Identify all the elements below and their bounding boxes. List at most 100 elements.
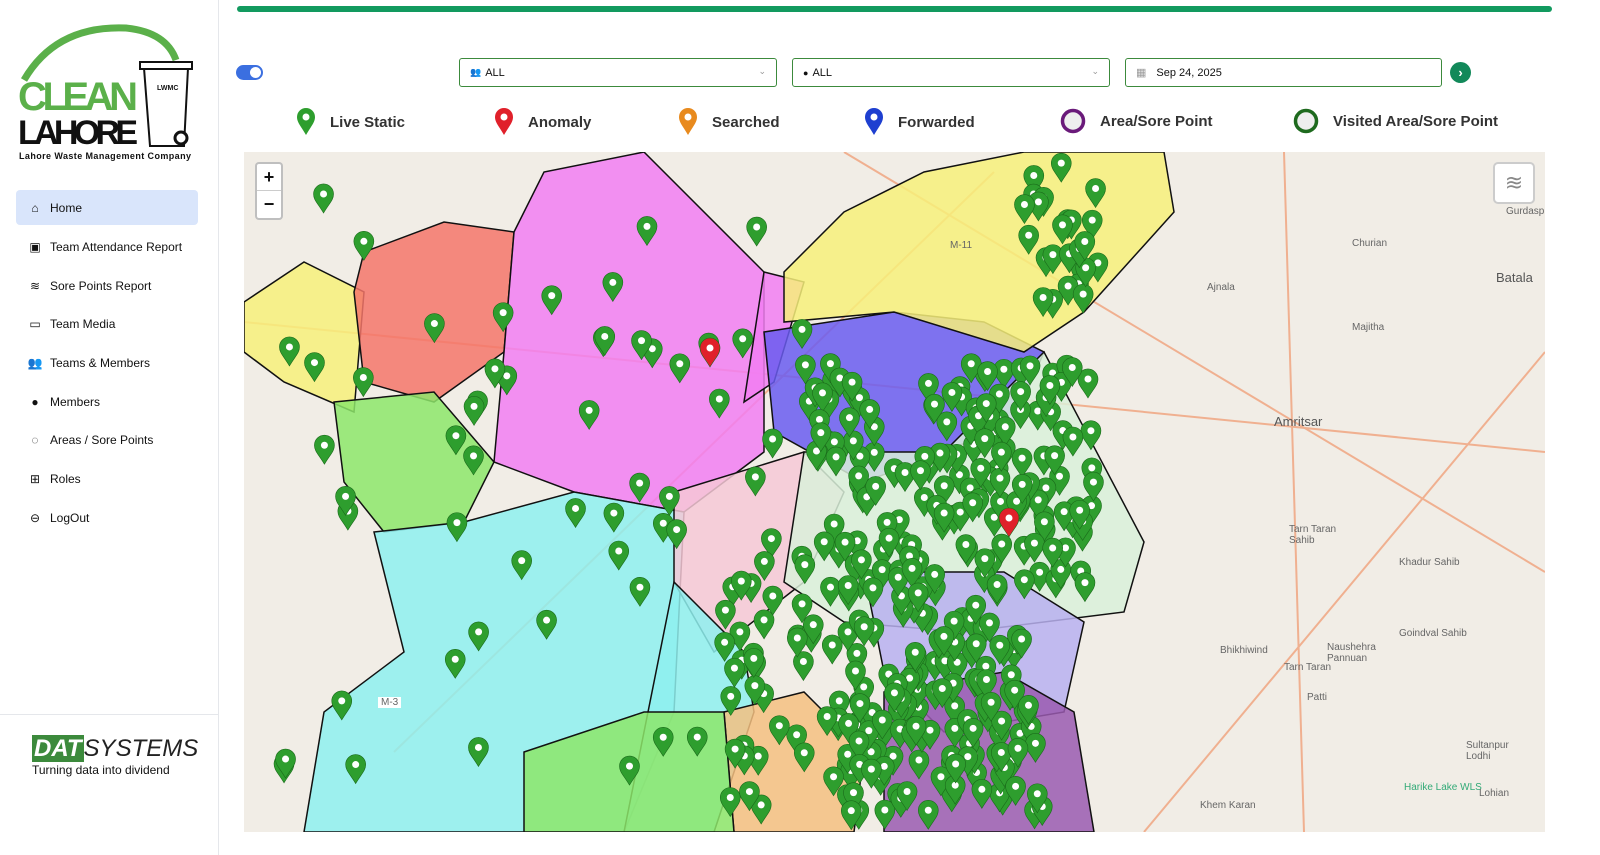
live-static-pin[interactable]	[945, 753, 966, 784]
live-static-pin[interactable]	[882, 745, 904, 776]
live-static-pin[interactable]	[878, 527, 900, 558]
live-static-pin[interactable]	[908, 749, 930, 780]
live-static-pin[interactable]	[936, 411, 958, 442]
live-static-pin[interactable]	[446, 512, 468, 543]
live-static-pin[interactable]	[1014, 194, 1035, 225]
map[interactable]: + − ≋ Amritsar Ajnala Majitha Churian Ba…	[244, 152, 1545, 832]
live-static-pin[interactable]	[730, 570, 752, 601]
live-static-pin[interactable]	[444, 648, 466, 679]
live-static-pin[interactable]	[1042, 537, 1063, 568]
sidebar-item-roles[interactable]: ⊞ Roles	[16, 461, 198, 496]
live-static-pin[interactable]	[1023, 165, 1045, 196]
live-static-pin[interactable]	[1044, 445, 1065, 476]
live-static-pin[interactable]	[275, 748, 296, 779]
live-static-pin[interactable]	[976, 669, 997, 700]
live-static-pin[interactable]	[823, 513, 845, 544]
live-static-pin[interactable]	[899, 667, 920, 698]
live-static-pin[interactable]	[840, 800, 862, 831]
live-static-pin[interactable]	[874, 799, 896, 830]
live-static-pin[interactable]	[955, 534, 977, 565]
live-static-pin[interactable]	[974, 428, 996, 459]
live-static-pin[interactable]	[468, 621, 489, 652]
live-static-pin[interactable]	[905, 715, 927, 746]
live-static-pin[interactable]	[719, 787, 741, 818]
live-static-pin[interactable]	[933, 502, 955, 533]
live-static-pin[interactable]	[761, 528, 782, 559]
live-static-pin[interactable]	[753, 609, 775, 640]
live-static-pin[interactable]	[1032, 287, 1054, 318]
live-static-pin[interactable]	[669, 353, 691, 384]
layers-button[interactable]: ≋	[1493, 162, 1535, 204]
live-static-pin[interactable]	[353, 367, 374, 398]
live-static-pin[interactable]	[849, 693, 871, 724]
date-picker[interactable]: ▦ Sep 24, 2025	[1125, 58, 1442, 87]
live-static-pin[interactable]	[1039, 375, 1061, 406]
live-static-pin[interactable]	[828, 690, 850, 721]
live-static-pin[interactable]	[991, 533, 1013, 564]
live-static-pin[interactable]	[762, 428, 783, 459]
live-static-pin[interactable]	[484, 358, 506, 389]
live-static-pin[interactable]	[791, 593, 813, 624]
live-static-pin[interactable]	[1061, 357, 1083, 388]
live-static-pin[interactable]	[1052, 214, 1073, 245]
live-static-pin[interactable]	[636, 216, 658, 246]
live-static-pin[interactable]	[1024, 532, 1045, 563]
live-static-pin[interactable]	[980, 691, 1002, 722]
live-static-pin[interactable]	[965, 594, 987, 625]
live-toggle[interactable]	[236, 65, 263, 80]
live-static-pin[interactable]	[994, 416, 1016, 447]
live-static-pin[interactable]	[986, 574, 1008, 605]
live-static-pin[interactable]	[896, 781, 918, 812]
live-static-pin[interactable]	[1069, 499, 1090, 530]
live-static-pin[interactable]	[841, 371, 863, 402]
live-static-pin[interactable]	[846, 643, 868, 673]
live-static-pin[interactable]	[837, 575, 859, 606]
live-static-pin[interactable]	[884, 682, 905, 713]
live-static-pin[interactable]	[837, 743, 858, 774]
sidebar-item-logout[interactable]: ⊖ LogOut	[16, 500, 198, 535]
live-static-pin[interactable]	[511, 550, 532, 581]
live-static-pin[interactable]	[839, 407, 860, 438]
live-static-pin[interactable]	[1062, 426, 1084, 457]
live-static-pin[interactable]	[659, 486, 680, 516]
live-static-pin[interactable]	[974, 548, 996, 579]
live-static-pin[interactable]	[933, 626, 955, 657]
live-static-pin[interactable]	[979, 612, 1000, 643]
sidebar-item-team-attendance-report[interactable]: ▣ Team Attendance Report	[16, 229, 198, 264]
live-static-pin[interactable]	[739, 781, 760, 812]
member-select[interactable]: ● ALL ⌄	[792, 58, 1110, 87]
live-static-pin[interactable]	[1083, 471, 1104, 502]
live-static-pin[interactable]	[787, 627, 808, 658]
live-static-pin[interactable]	[1081, 209, 1103, 240]
live-static-pin[interactable]	[813, 531, 835, 562]
area-region[interactable]	[244, 261, 365, 414]
live-static-pin[interactable]	[933, 475, 955, 506]
live-static-pin[interactable]	[865, 476, 886, 506]
sidebar-item-members[interactable]: ● Members	[16, 384, 198, 419]
live-static-pin[interactable]	[335, 486, 356, 516]
live-static-pin[interactable]	[941, 382, 963, 413]
live-static-pin[interactable]	[279, 336, 300, 367]
live-static-pin[interactable]	[715, 599, 736, 630]
live-static-pin[interactable]	[743, 648, 765, 678]
live-static-pin[interactable]	[989, 634, 1011, 665]
live-static-pin[interactable]	[314, 434, 335, 465]
live-static-pin[interactable]	[786, 724, 807, 755]
live-static-pin[interactable]	[732, 328, 753, 359]
live-static-pin[interactable]	[795, 354, 816, 385]
live-static-pin[interactable]	[910, 460, 931, 491]
live-static-pin[interactable]	[975, 393, 997, 424]
live-static-pin[interactable]	[965, 633, 987, 664]
live-static-pin[interactable]	[991, 710, 1012, 741]
live-static-pin[interactable]	[848, 730, 870, 761]
live-static-pin[interactable]	[901, 558, 923, 588]
live-static-pin[interactable]	[1007, 737, 1029, 768]
live-static-pin[interactable]	[714, 632, 735, 662]
live-static-pin[interactable]	[603, 502, 625, 533]
live-static-pin[interactable]	[1011, 628, 1032, 659]
live-static-pin[interactable]	[904, 641, 926, 672]
live-static-pin[interactable]	[724, 738, 746, 769]
live-static-pin[interactable]	[1011, 447, 1033, 478]
live-static-pin[interactable]	[793, 651, 814, 682]
go-button[interactable]: ›	[1450, 62, 1471, 83]
